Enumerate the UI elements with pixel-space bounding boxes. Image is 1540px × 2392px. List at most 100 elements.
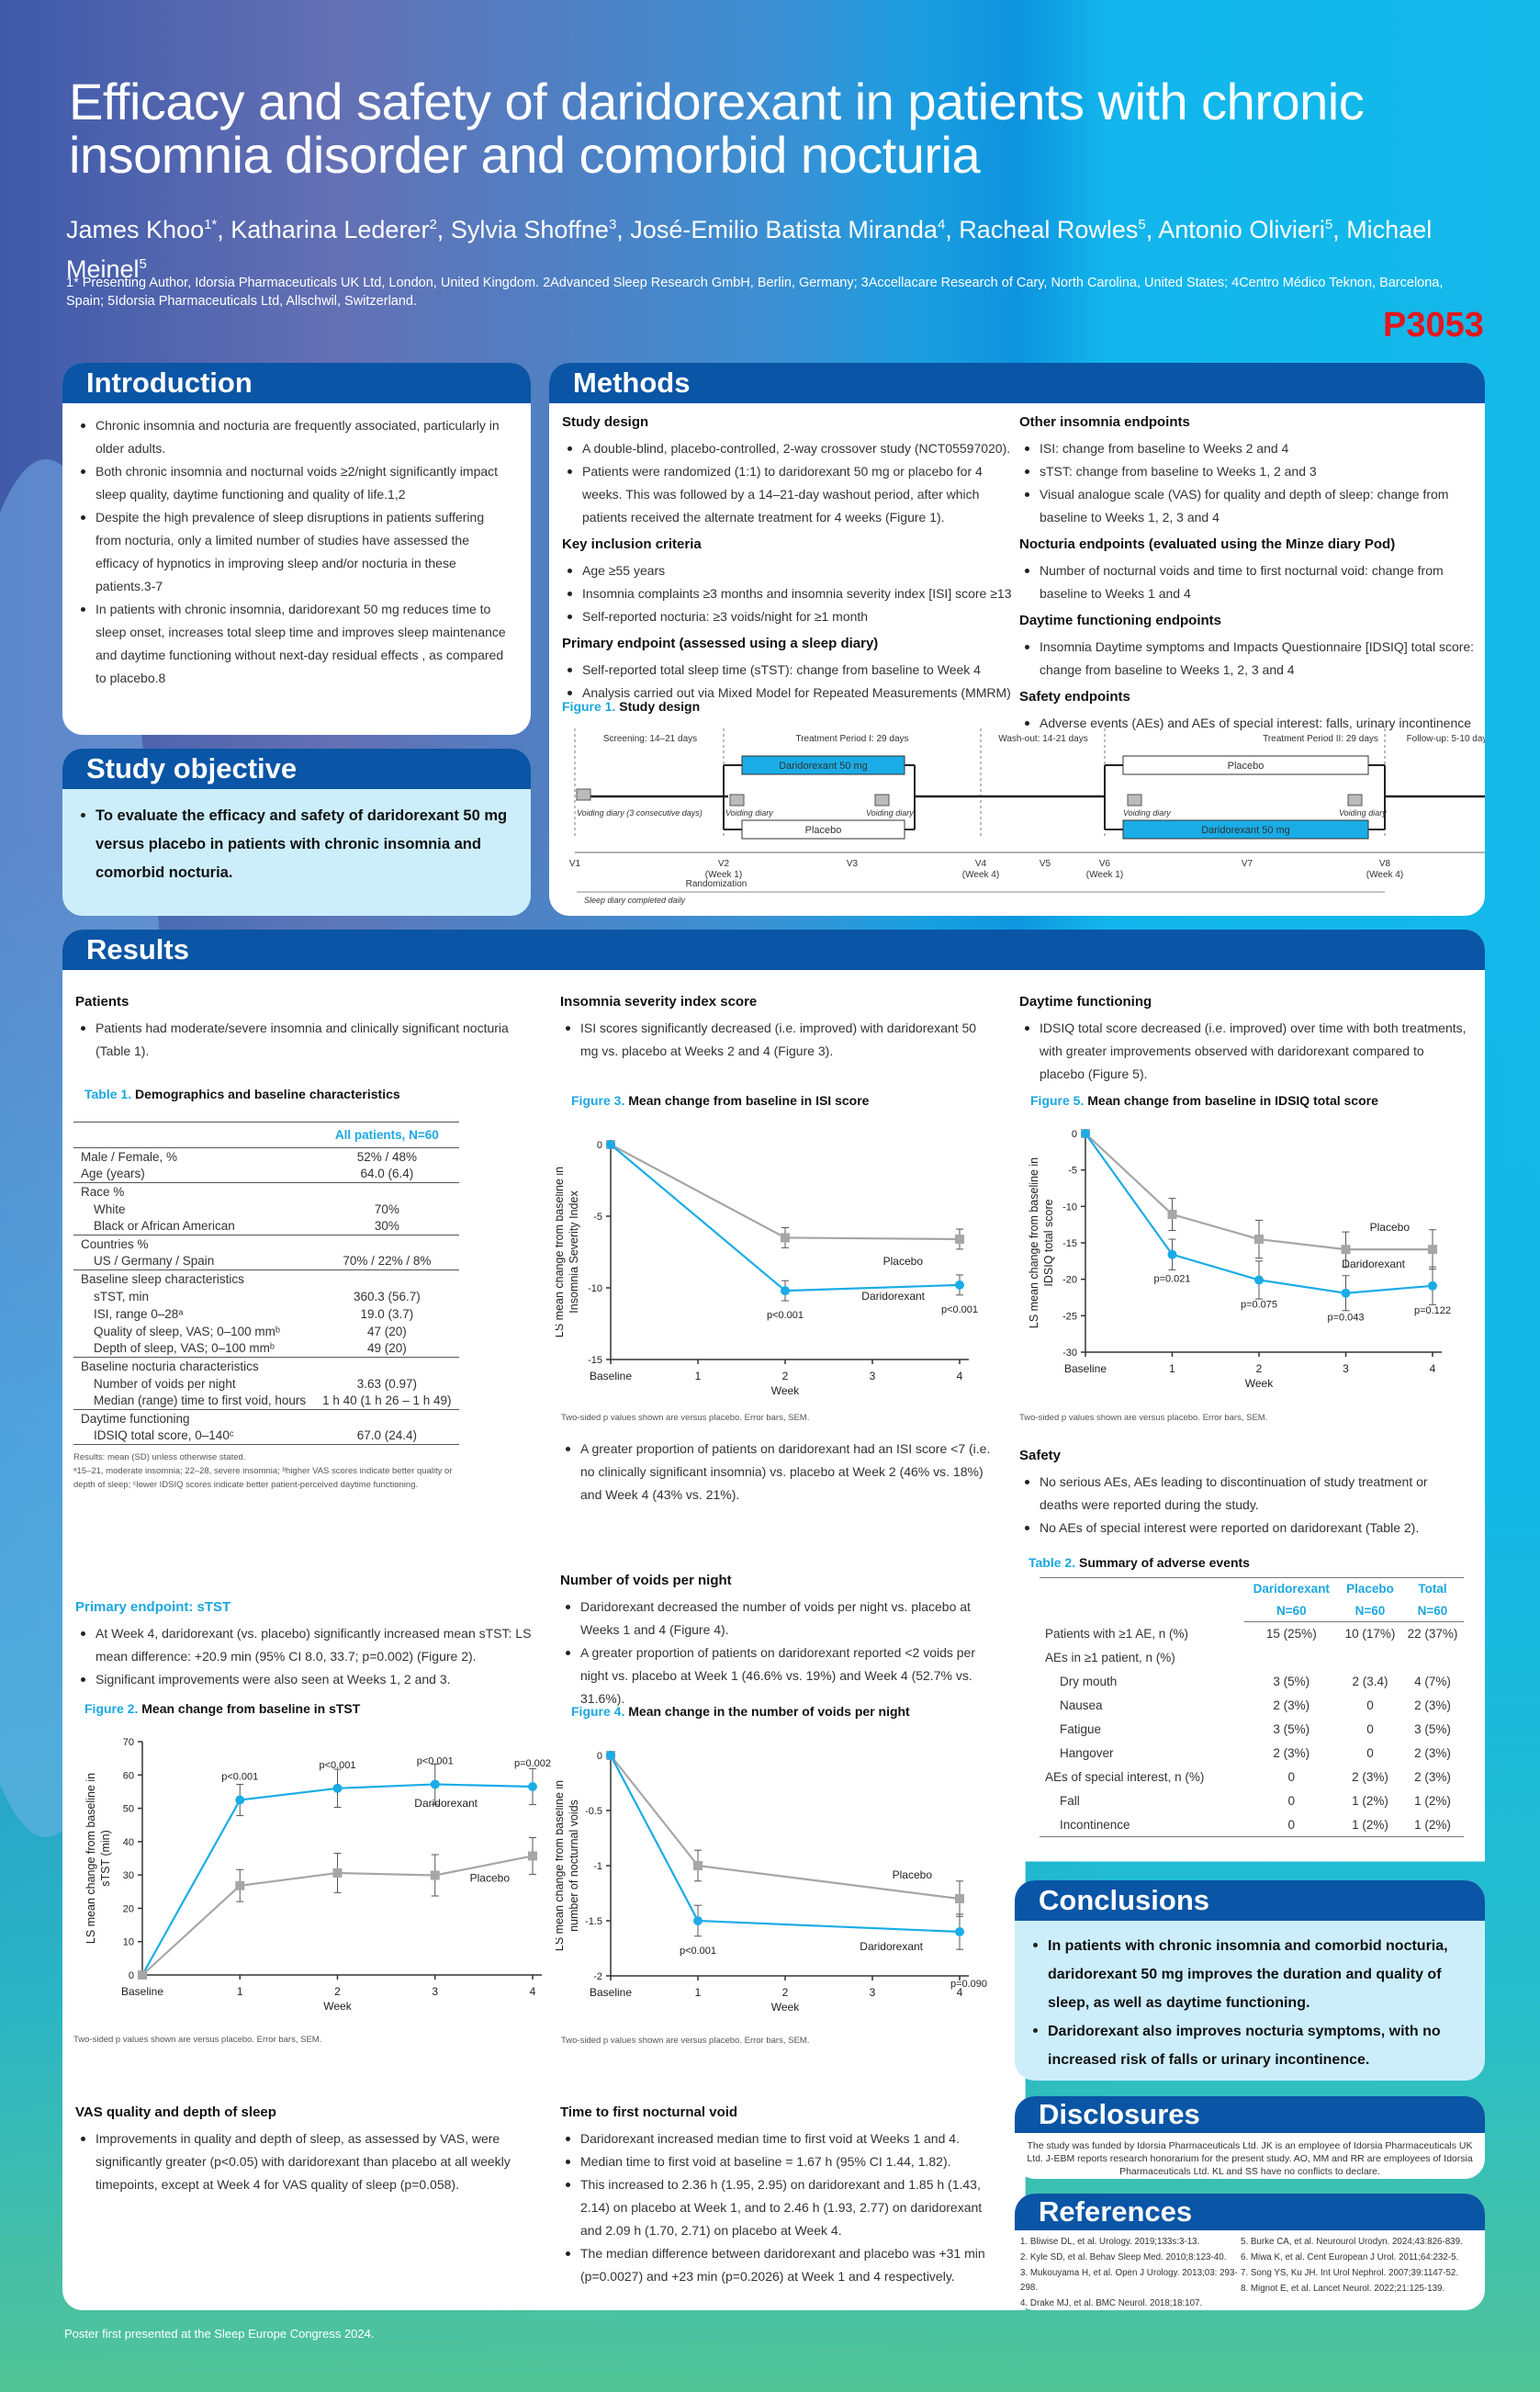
list-item: Self-reported nocturia: ≥3 voids/night f…	[562, 605, 1012, 628]
author-name: Sylvia Shoffne	[450, 216, 609, 243]
arm-label: Placebo	[1228, 761, 1265, 772]
table-row: Countries %	[73, 1235, 459, 1253]
data-point-daridorexant	[693, 1916, 703, 1925]
data-point-placebo	[1341, 1245, 1351, 1255]
row-label: Fall	[1060, 1794, 1080, 1808]
caption-title: Demographics and baseline characteristic…	[134, 1087, 400, 1101]
y-tick-label: -10	[588, 1283, 602, 1294]
poster-number: P3053	[1383, 306, 1484, 344]
y-tick-label: 0	[129, 1970, 134, 1981]
x-tick-label: 1	[695, 1986, 702, 1999]
column-header: Total	[1418, 1582, 1447, 1597]
chart-stst: 0 10 20 30 40 50 60 70 Baseline 1 2 3 4 Week LS mean c…	[84, 1737, 551, 2013]
table-header: Daridorexant Placebo Total	[1040, 1578, 1464, 1600]
row-label: sTST, min	[94, 1289, 150, 1303]
y-axis-title: LS mean change from baseline in	[1028, 1157, 1040, 1328]
list-item: Patients had moderate/severe insomnia an…	[75, 1017, 534, 1063]
bullet-list: Age ≥55 years Insomnia complaints ≥3 mont…	[562, 559, 1012, 628]
voiding-diary-icon	[1347, 794, 1363, 807]
cell-value: 2 (3%)	[1352, 1770, 1388, 1784]
author-affiliation-mark: 5	[139, 256, 147, 272]
voiding-diary-icon	[1127, 794, 1142, 807]
subheading: Key inclusion criteria	[562, 536, 702, 552]
list-item: No serious AEs, AEs leading to discontin…	[1019, 1471, 1469, 1517]
series-label: Placebo	[470, 1871, 511, 1884]
list-item: A greater proportion of patients on dari…	[560, 1642, 1006, 1710]
bullet-list: A double-blind, placebo-controlled, 2-wa…	[562, 437, 1012, 529]
list-item: Number of nocturnal voids and time to fi…	[1019, 559, 1478, 605]
row-value: 70%	[374, 1202, 399, 1216]
figure2: Figure 2. Mean change from baseline in s…	[73, 1701, 551, 2047]
placebo-arm	[1122, 755, 1369, 775]
row-value: 67.0 (24.4)	[356, 1428, 417, 1443]
y-tick-label: -30	[1062, 1348, 1077, 1359]
row-label: Age (years)	[81, 1167, 145, 1181]
series-label: Daridorexant	[1342, 1258, 1405, 1270]
list-item: Both chronic insomnia and nocturnal void…	[75, 460, 512, 506]
table-row: US / Germany / Spain 70% / 22% / 8%	[73, 1253, 459, 1270]
figure5-caption: Figure 5. Mean change from baseline in I…	[1030, 1093, 1478, 1108]
list-item: sTST: change from baseline to Weeks 1, 2…	[1019, 460, 1478, 483]
period-label: Treatment Period II: 29 days	[1263, 734, 1378, 744]
y-tick-label: 10	[123, 1937, 134, 1948]
x-tick-label: 1	[695, 1370, 702, 1382]
primary-endpoint-block: Primary endpoint: sTST At Week 4, darido…	[75, 1592, 544, 1691]
subheading: Daytime functioning	[1019, 994, 1152, 1010]
bullet-list: Insomnia Daytime symptoms and Impacts Qu…	[1019, 636, 1478, 682]
patients-block: Patients Patients had moderate/severe in…	[75, 987, 534, 1063]
x-tick-label: Baseline	[121, 1985, 163, 1998]
row-label: AEs in ≥1 patient, n (%)	[1045, 1651, 1175, 1664]
arm-label: Daridorexant 50 mg	[1201, 825, 1290, 836]
bullet-list: To evaluate the efficacy and safety of d…	[62, 789, 531, 887]
chart-footnote: Two-sided p values shown are versus plac…	[561, 1413, 810, 1423]
data-point-placebo	[1428, 1245, 1437, 1255]
row-label: Dry mouth	[1060, 1675, 1118, 1688]
visit-label: V8	[1379, 859, 1391, 869]
author-name: Katharina Lederer	[230, 216, 430, 243]
row-label: Black or African American	[94, 1219, 235, 1234]
row-label: White	[94, 1202, 126, 1216]
x-tick-label: 4	[530, 1985, 536, 1998]
author: José-Emilio Batista Miranda4,	[630, 216, 960, 243]
p-value-label: p<0.001	[767, 1310, 804, 1321]
y-axis-title: LS mean change from baseline in	[84, 1773, 97, 1944]
table-row: IDSIQ total score, 0–140ᶜ 67.0 (24.4)	[73, 1427, 459, 1445]
reference-item: 2. Kyle SD, et al. Behav Sleep Med. 2010…	[1020, 2252, 1227, 2262]
x-tick-label: 1	[1169, 1362, 1175, 1375]
voiding-diary-icon	[874, 794, 890, 807]
cell-value: 3 (5%)	[1273, 1722, 1310, 1736]
section-title: Conclusions	[1015, 1880, 1485, 1921]
author-list: James Khoo1*, Katharina Lederer2, Sylvia…	[66, 208, 1499, 287]
row-label: ISI, range 0–28ᵃ	[94, 1306, 184, 1321]
list-item: In patients with chronic insomnia and co…	[1028, 1932, 1472, 2017]
list-item: Significant improvements were also seen …	[75, 1668, 544, 1691]
table-row: Median (range) time to first void, hours…	[73, 1393, 459, 1410]
list-item: Despite the high prevalence of sleep dis…	[75, 506, 512, 598]
cell-value: 3 (5%)	[1273, 1675, 1310, 1688]
list-item: The median difference between daridorexa…	[560, 2242, 1001, 2288]
row-value	[314, 1269, 459, 1288]
row-label: US / Germany / Spain	[94, 1254, 215, 1269]
data-point-placebo	[1254, 1235, 1264, 1245]
subheading: VAS quality and depth of sleep	[75, 2104, 276, 2120]
safety-block: Safety No serious AEs, AEs leading to di…	[1019, 1440, 1469, 1540]
list-item: Self-reported total sleep time (sTST): c…	[562, 659, 1012, 682]
visit-week: (Week 4)	[1366, 870, 1403, 880]
author-affiliation-mark: 4	[937, 217, 946, 232]
bullet-list: Daridorexant increased median time to fi…	[560, 2127, 1001, 2288]
caption-label: Figure 5.	[1030, 1093, 1085, 1108]
table-row: sTST, min 360.3 (56.7)	[73, 1288, 459, 1305]
cell-value: 0	[1366, 1722, 1374, 1736]
diagram-label: Voiding diary	[866, 808, 914, 818]
y-tick-label: -2	[593, 1971, 602, 1982]
data-point-daridorexant	[606, 1140, 615, 1149]
author-affiliation-mark: 2	[429, 217, 437, 232]
data-point-placebo	[781, 1233, 790, 1243]
placebo-arm	[741, 819, 905, 840]
figure4: Figure 4. Mean change in the number of v…	[553, 1704, 1006, 2048]
y-tick-label: -5	[593, 1212, 602, 1223]
visit-label: V1	[569, 859, 581, 869]
bullet-list: A greater proportion of patients on dari…	[560, 1438, 996, 1506]
header-blank	[1040, 1600, 1244, 1622]
